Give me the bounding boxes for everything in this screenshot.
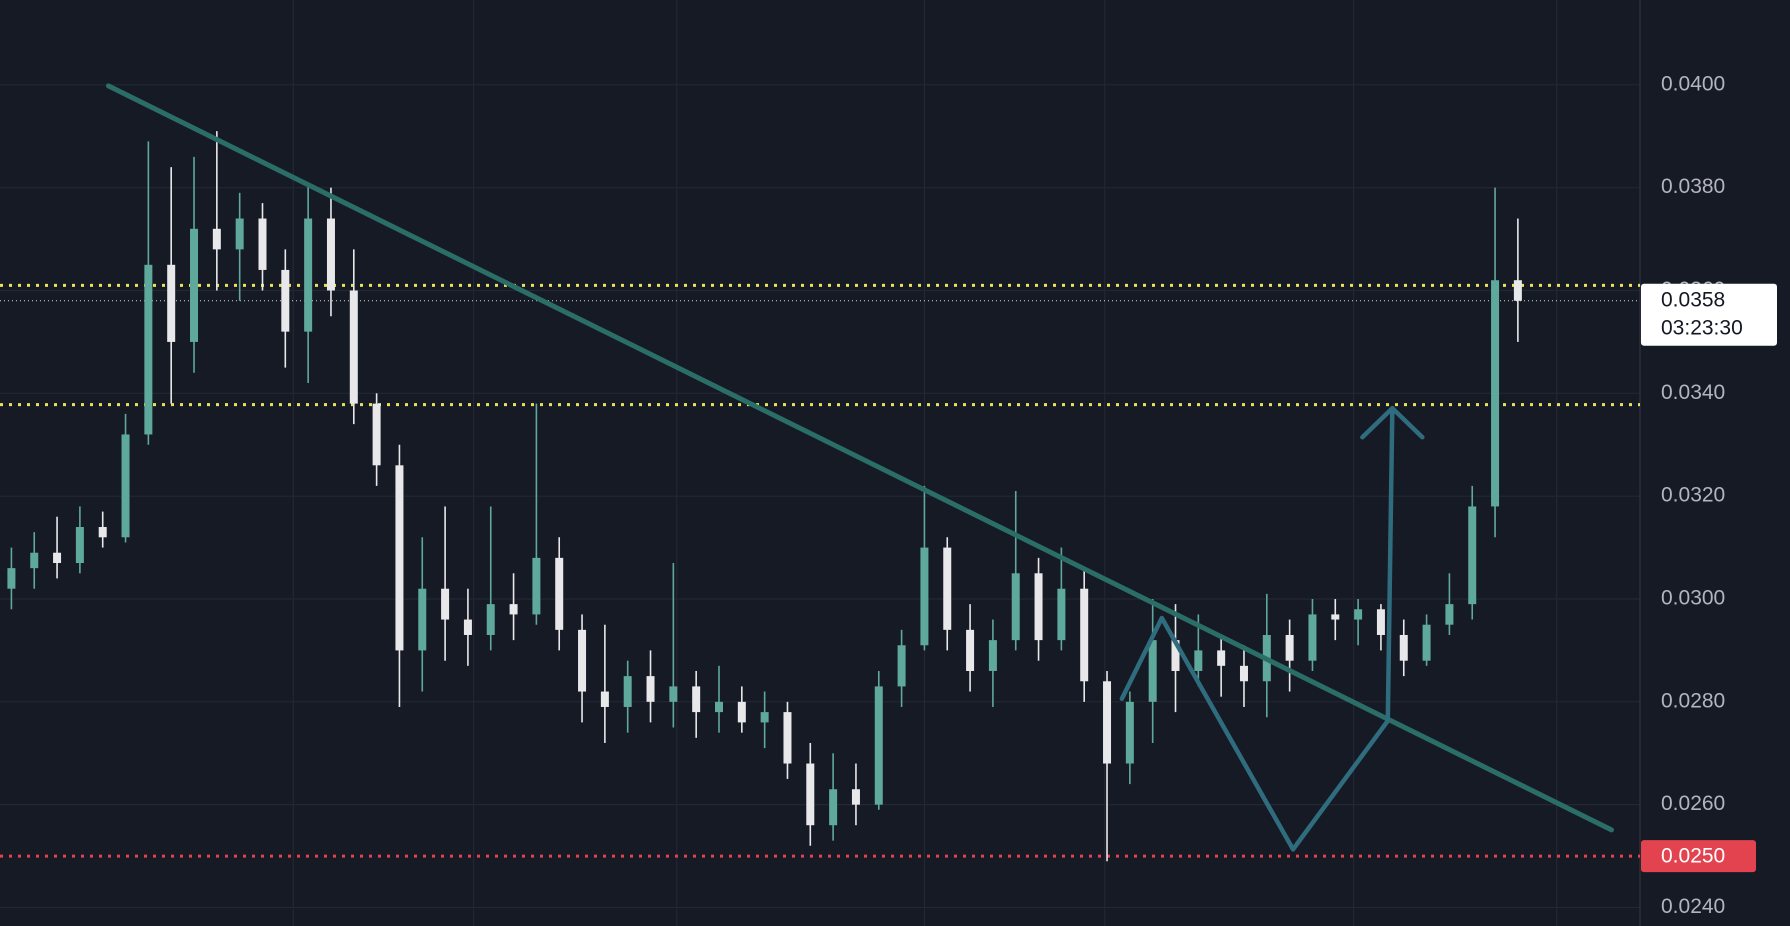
candle-body — [806, 763, 815, 826]
candle-body — [418, 588, 427, 651]
candle-body — [75, 527, 84, 564]
candle-body — [1445, 604, 1454, 625]
candle-body — [1376, 609, 1385, 635]
candle-body — [1285, 634, 1294, 661]
candle-body — [760, 712, 769, 723]
alert-price-box — [1641, 840, 1756, 873]
candle-body — [258, 218, 267, 270]
candle-body — [714, 701, 723, 713]
candle-body — [372, 403, 381, 466]
countdown-label: 03:23:30 — [1661, 316, 1743, 339]
candle-body — [578, 629, 587, 692]
candle-body — [509, 604, 518, 615]
candle-body — [326, 218, 335, 291]
candle-body — [988, 640, 997, 671]
candle-body — [1331, 614, 1340, 620]
current-price-label: 0.0358 — [1661, 288, 1725, 311]
candle-body — [1217, 650, 1226, 666]
candle-body — [1513, 280, 1522, 301]
y-tick-label: 0.0300 — [1661, 587, 1725, 610]
candle-body — [190, 228, 199, 342]
alert-price-label: 0.0250 — [1661, 845, 1725, 868]
candle-body — [395, 465, 404, 651]
candle-body — [1239, 665, 1248, 682]
candle-body — [851, 789, 860, 805]
candle-body — [943, 547, 952, 630]
y-tick-label: 0.0400 — [1661, 72, 1725, 95]
candle-body — [235, 218, 244, 250]
candle-body — [1308, 614, 1317, 661]
candle-body — [555, 557, 564, 630]
candle-body — [1034, 573, 1043, 641]
y-tick-label: 0.0240 — [1661, 895, 1725, 918]
candle-body — [532, 557, 541, 615]
candle-body — [783, 712, 792, 764]
candle-body — [1103, 681, 1112, 764]
candle-body — [349, 290, 358, 404]
candle-body — [98, 527, 107, 538]
trendline — [105, 83, 1614, 833]
candle-body — [7, 568, 16, 589]
candle-body — [1011, 573, 1020, 641]
candle-body — [623, 676, 632, 707]
candle-body — [692, 686, 701, 713]
candle-body — [441, 588, 450, 620]
candle-body — [1125, 701, 1134, 764]
candle-body — [874, 686, 883, 805]
candle-body — [1148, 640, 1157, 702]
y-tick-label: 0.0340 — [1661, 381, 1725, 404]
candle-body — [486, 604, 495, 635]
candle-body — [167, 264, 176, 342]
current-price-box — [1641, 283, 1777, 346]
y-tick-label: 0.0380 — [1661, 175, 1725, 198]
candle-body — [121, 434, 130, 538]
candle-body — [144, 264, 153, 435]
candle-body — [669, 686, 678, 702]
candle-body — [600, 691, 609, 707]
pattern-path — [1119, 405, 1395, 852]
candle-body — [463, 619, 472, 635]
y-tick-label: 0.0320 — [1661, 484, 1725, 507]
y-tick-label: 0.0280 — [1661, 689, 1725, 712]
candle-body — [1468, 506, 1477, 605]
candle-body — [646, 676, 655, 702]
candle-body — [281, 269, 290, 332]
candle-body — [1399, 634, 1408, 661]
arrow-head — [1360, 405, 1425, 440]
candle-body — [1171, 640, 1180, 671]
candle-body — [30, 552, 39, 569]
candle-body — [897, 645, 906, 687]
candle-body — [1491, 280, 1500, 507]
candle-body — [53, 552, 62, 564]
candle-body — [1080, 588, 1089, 682]
candle-body — [920, 547, 929, 646]
candle-body — [1194, 650, 1203, 671]
candle-body — [737, 701, 746, 723]
candle-body — [1057, 588, 1066, 641]
candle-body — [829, 789, 838, 826]
candle-body — [966, 629, 975, 671]
candle-body — [212, 228, 221, 250]
candle-body — [1354, 609, 1363, 620]
y-tick-label: 0.0260 — [1661, 792, 1725, 815]
candle-body — [1422, 624, 1431, 661]
candle-body — [304, 218, 313, 332]
